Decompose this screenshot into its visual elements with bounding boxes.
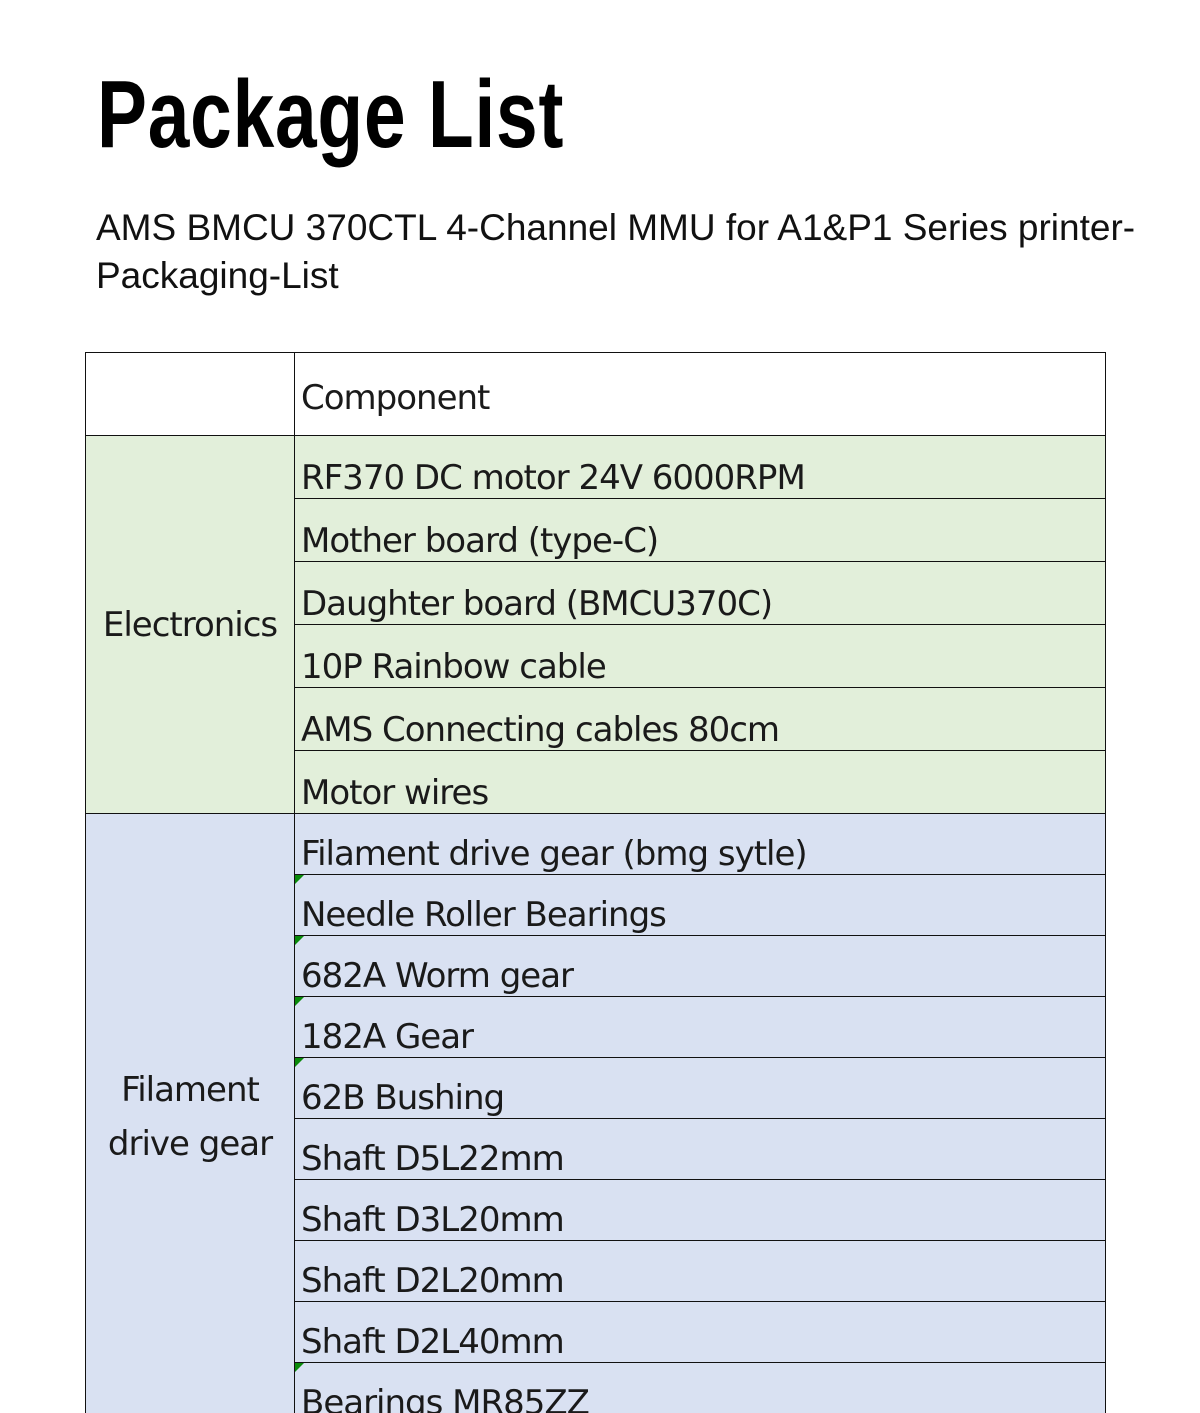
component-cell-text: Needle Roller Bearings (301, 895, 667, 935)
component-cell-text: 182A Gear (301, 1017, 474, 1057)
comment-marker-icon (295, 875, 304, 884)
component-cell: Shaft D5L22mm (294, 1118, 1106, 1180)
category-cell: Electronics (85, 435, 295, 814)
component-cell-text: Filament drive gear (bmg sytle) (301, 834, 808, 874)
component-cell: 62B Bushing (294, 1057, 1106, 1119)
component-cell: AMS Connecting cables 80cm (294, 687, 1106, 751)
comment-marker-icon (295, 997, 304, 1006)
component-cell: Bearings MR85ZZ (294, 1362, 1106, 1413)
category-cell: Filament drive gear (85, 813, 295, 1413)
category-cell-text: Electronics (102, 604, 278, 645)
component-cell-text: Shaft D2L40mm (301, 1322, 565, 1362)
component-cell-text: 682A Worm gear (301, 956, 574, 996)
component-cell-text: 62B Bushing (301, 1078, 505, 1118)
component-cell: Shaft D2L20mm (294, 1240, 1106, 1302)
comment-marker-icon (295, 1363, 304, 1372)
page-subtitle: AMS BMCU 370CTL 4-Channel MMU for A1&P1 … (96, 207, 1136, 296)
component-cell-text: Motor wires (301, 773, 489, 813)
component-cell-text: Shaft D5L22mm (301, 1139, 565, 1179)
component-cell: Motor wires (294, 750, 1106, 814)
component-cell: RF370 DC motor 24V 6000RPM (294, 435, 1106, 499)
comment-marker-icon (295, 1058, 304, 1067)
header-category-cell (85, 352, 295, 436)
component-cell: Mother board (type-C) (294, 498, 1106, 562)
component-cell: 182A Gear (294, 996, 1106, 1058)
component-cell-text: AMS Connecting cables 80cm (301, 710, 780, 750)
component-cell-text: Bearings MR85ZZ (301, 1383, 590, 1413)
header-component-cell: Component (294, 352, 1106, 436)
category-cell-text: Filament drive gear (107, 1070, 273, 1164)
component-cell: Daughter board (BMCU370C) (294, 561, 1106, 625)
component-cell-text: RF370 DC motor 24V 6000RPM (301, 458, 806, 498)
component-cell-text: Shaft D2L20mm (301, 1261, 565, 1301)
component-cell: Filament drive gear (bmg sytle) (294, 813, 1106, 875)
component-cell: Shaft D2L40mm (294, 1301, 1106, 1363)
comment-marker-icon (295, 936, 304, 945)
component-cell-text: Daughter board (BMCU370C) (301, 584, 773, 624)
component-cell: 10P Rainbow cable (294, 624, 1106, 688)
component-cell-text: Shaft D3L20mm (301, 1200, 565, 1240)
component-cell: 682A Worm gear (294, 935, 1106, 997)
component-cell: Shaft D3L20mm (294, 1179, 1106, 1241)
component-cell-text: 10P Rainbow cable (301, 647, 607, 687)
page-title: Package List (97, 61, 565, 168)
component-cell-text: Mother board (type-C) (301, 521, 659, 561)
component-cell: Needle Roller Bearings (294, 874, 1106, 936)
header-component-cell-text: Component (301, 378, 490, 418)
